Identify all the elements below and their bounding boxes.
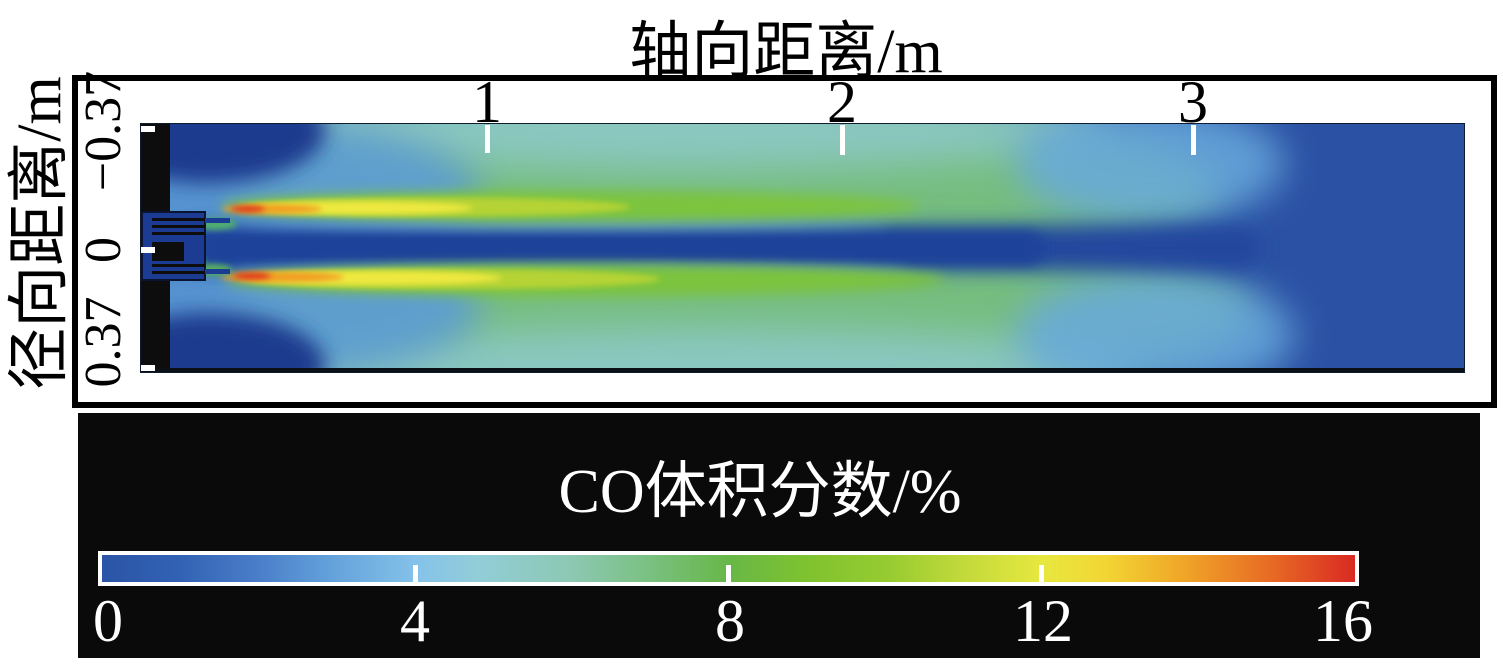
lightblue-transition-upper xyxy=(1015,123,1285,223)
teal-band-bottom xyxy=(260,327,1140,373)
colorbar-label-16: 16 xyxy=(1313,588,1373,654)
lightblue-transition-lower xyxy=(1015,273,1295,373)
dark-wedge-topleft xyxy=(140,123,325,183)
central-core-inner xyxy=(195,231,1045,265)
colorbar-label-8: 8 xyxy=(715,588,745,654)
colorbar-gradient xyxy=(98,551,1359,586)
colorbar-tickmark-12 xyxy=(1039,565,1044,583)
x-tick-label-2: 2 xyxy=(827,69,857,135)
colorbar-tickmark-4 xyxy=(413,565,418,583)
co-contour-svg xyxy=(140,123,1465,373)
x-tick-label-3: 3 xyxy=(1178,69,1208,135)
contour-field xyxy=(140,123,1465,373)
y-tick-label-037: 0.37 xyxy=(75,296,132,388)
field-outline xyxy=(140,123,1465,373)
burner-geometry xyxy=(141,211,230,281)
y-tickmark-top xyxy=(140,126,155,132)
dark-wedge-bottomleft xyxy=(140,313,325,373)
flame-jet-lower xyxy=(220,264,945,296)
colorbar-panel: CO体积分数/% 0 4 8 12 16 xyxy=(78,413,1480,658)
cyan-fringe-1 xyxy=(230,218,890,230)
teal-band-top xyxy=(250,123,1110,169)
x-tickmark-1 xyxy=(485,125,490,153)
colorbar-label-0: 0 xyxy=(93,588,123,654)
flame-jet-upper xyxy=(220,191,920,221)
y-tick-label-neg037: −0.37 xyxy=(75,70,132,192)
x-tick-label-1: 1 xyxy=(472,69,502,135)
colorbar-tickmark-8 xyxy=(726,565,731,583)
y-axis-title: 径向距离/m xyxy=(6,76,74,390)
y-tickmark-mid xyxy=(140,247,155,253)
x-tickmark-2 xyxy=(840,125,845,155)
x-tickmark-3 xyxy=(1191,125,1196,155)
colorbar-title: CO体积分数/% xyxy=(558,458,962,526)
y-tickmark-bottom xyxy=(140,365,155,371)
y-tick-label-0: 0 xyxy=(75,237,132,263)
bottom-wall-strip xyxy=(140,368,1465,373)
colorbar-label-12: 12 xyxy=(1013,588,1073,654)
x-axis-title: 轴向距离/m xyxy=(629,18,943,86)
colorbar-label-4: 4 xyxy=(400,588,430,654)
